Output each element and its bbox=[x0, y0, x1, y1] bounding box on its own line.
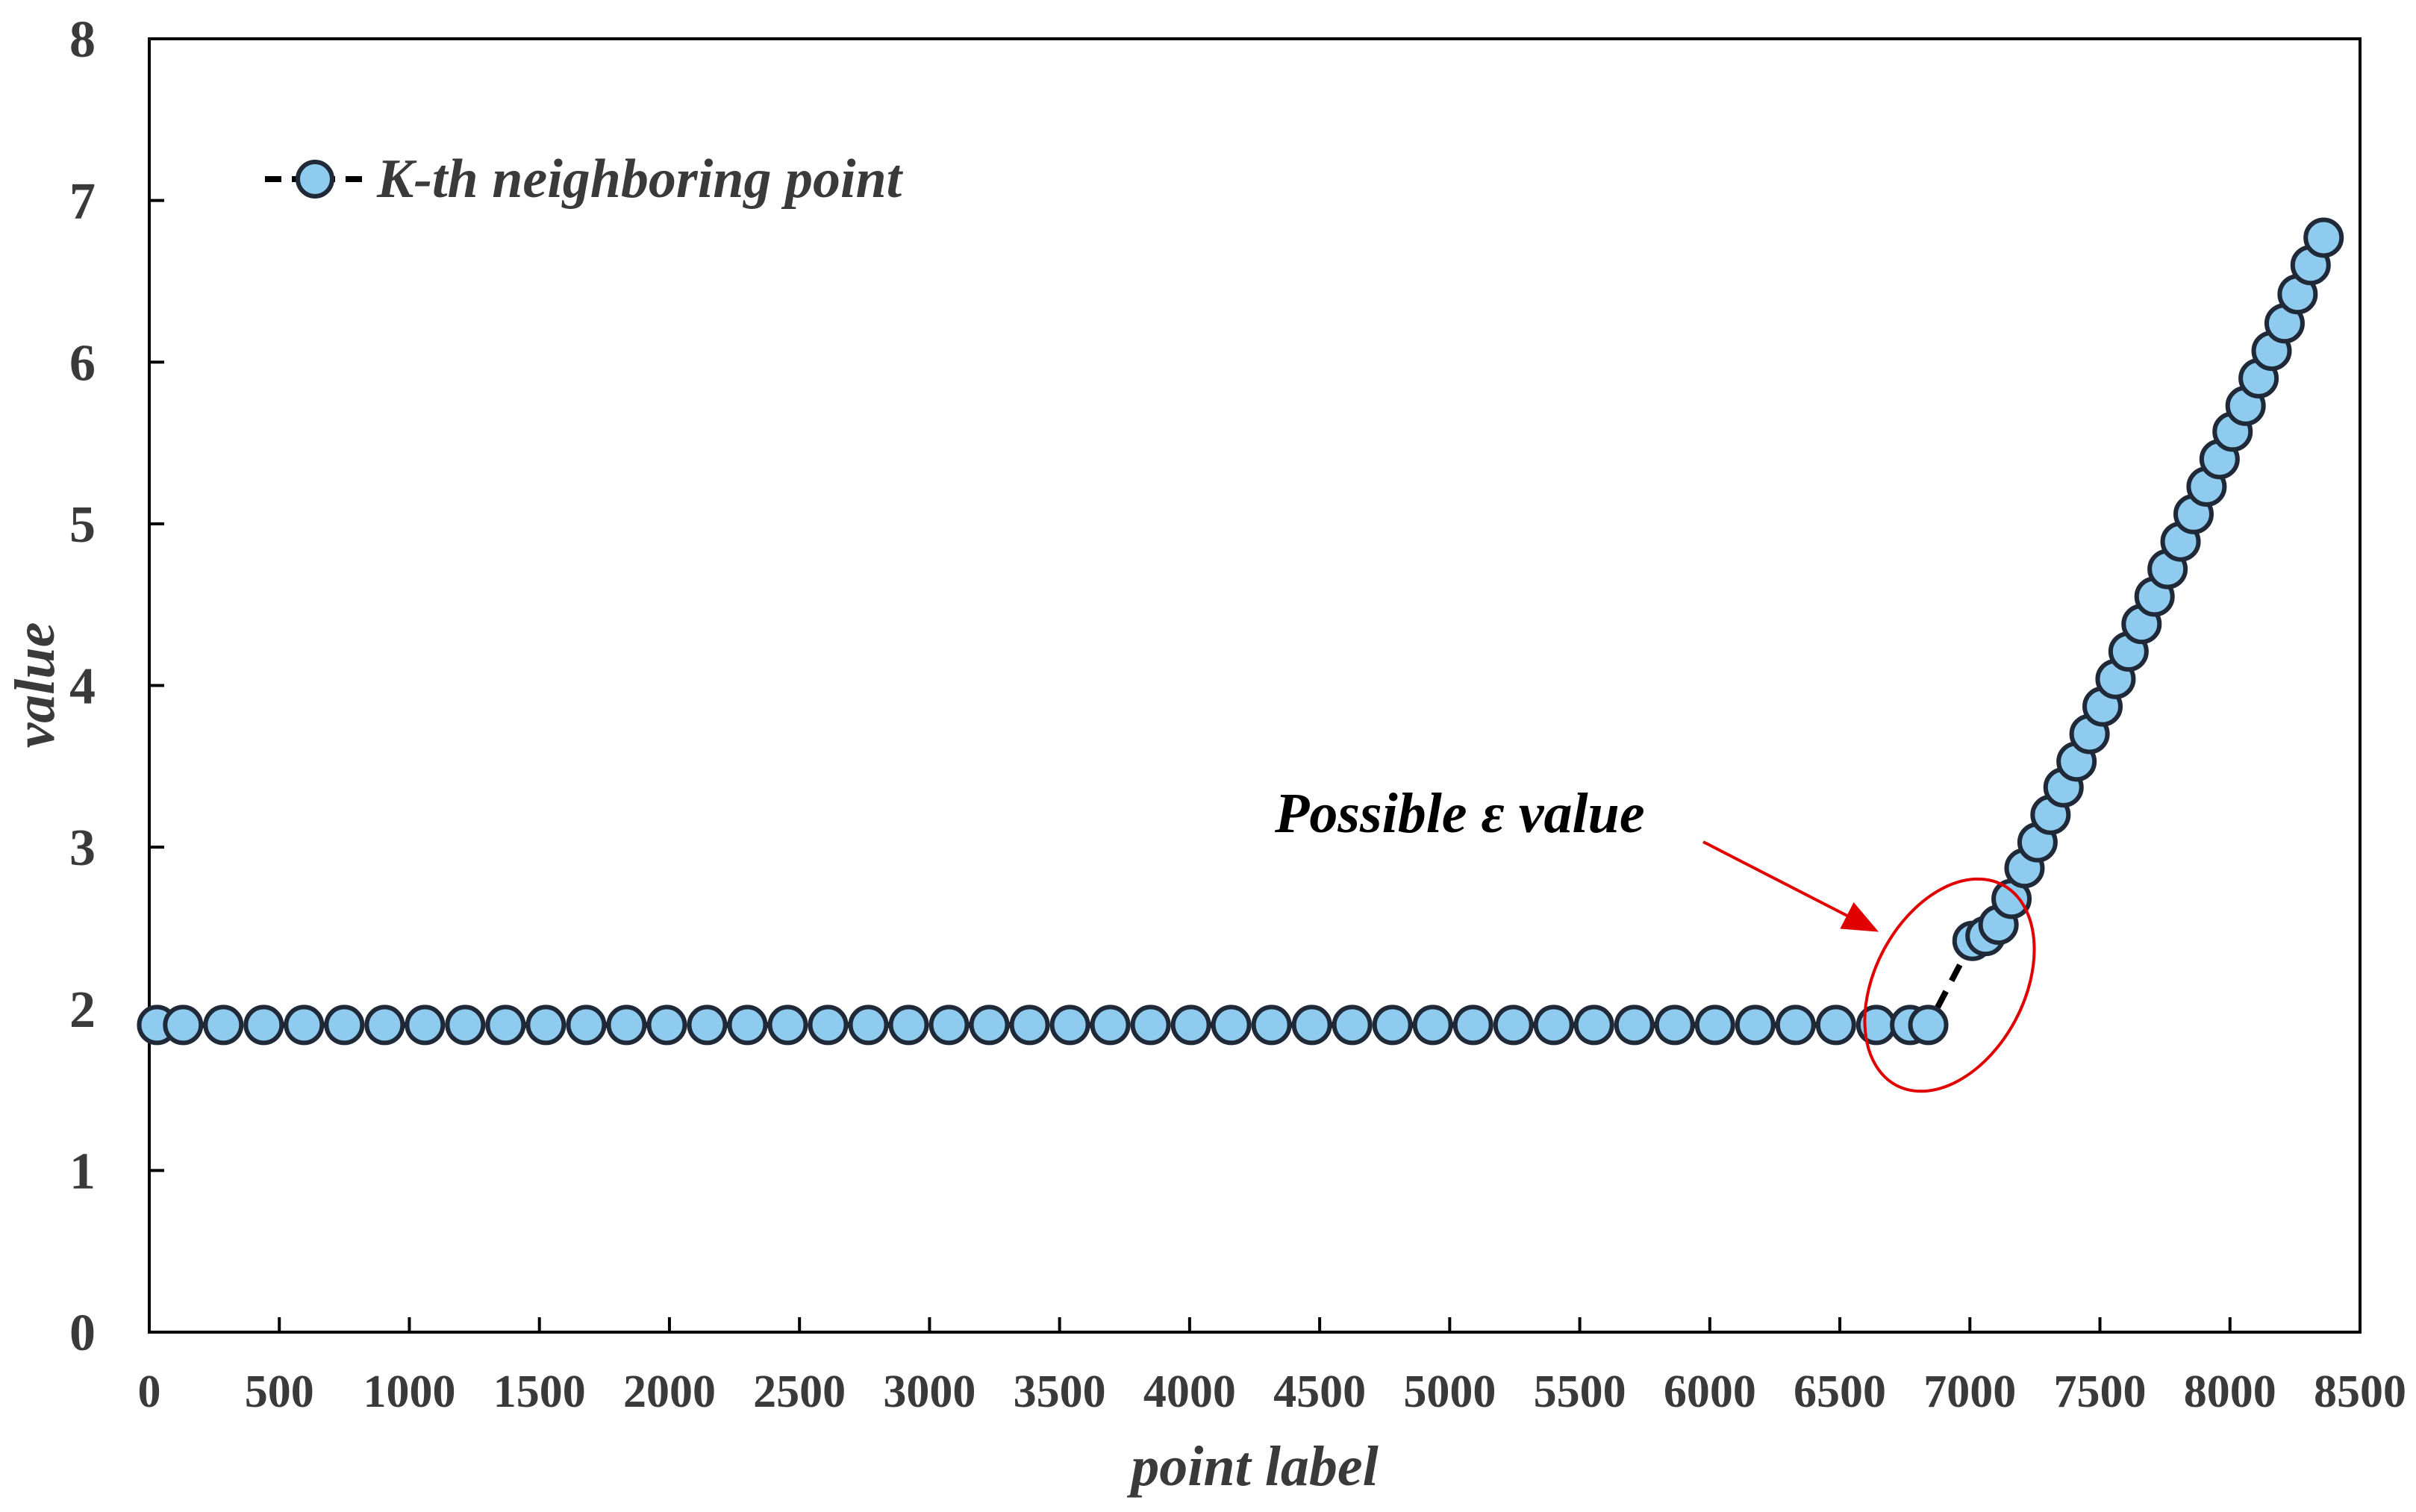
x-tick-label: 3000 bbox=[883, 1366, 976, 1417]
y-tick-label: 3 bbox=[69, 819, 96, 877]
data-point bbox=[969, 1005, 1010, 1046]
x-tick-label: 1000 bbox=[363, 1366, 455, 1417]
x-tick-label: 500 bbox=[245, 1366, 314, 1417]
data-point bbox=[1493, 1005, 1534, 1046]
y-tick-label: 2 bbox=[69, 981, 96, 1039]
data-point bbox=[1452, 1005, 1493, 1046]
data-point bbox=[243, 1005, 284, 1046]
data-point bbox=[1170, 1005, 1211, 1046]
x-tick-label: 4000 bbox=[1143, 1366, 1236, 1417]
data-point bbox=[646, 1005, 687, 1046]
data-point bbox=[1533, 1005, 1574, 1046]
data-point bbox=[485, 1005, 526, 1046]
data-point bbox=[1735, 1005, 1776, 1046]
data-point bbox=[525, 1005, 566, 1046]
x-tick-label: 5500 bbox=[1534, 1366, 1626, 1417]
x-tick-label: 4500 bbox=[1273, 1366, 1366, 1417]
y-axis-title: value bbox=[4, 622, 66, 749]
y-tick-label: 5 bbox=[69, 496, 96, 554]
data-point bbox=[364, 1005, 405, 1046]
data-point bbox=[1908, 1005, 1949, 1046]
x-tick-label: 8000 bbox=[2184, 1366, 2276, 1417]
legend: K-th neighboring point bbox=[265, 149, 904, 210]
data-point bbox=[1130, 1005, 1171, 1046]
x-tick-label: 6500 bbox=[1794, 1366, 1886, 1417]
data-point bbox=[1009, 1005, 1050, 1046]
data-point bbox=[203, 1005, 244, 1046]
annotation-ellipse bbox=[1863, 877, 2036, 1093]
x-tick-label: 3500 bbox=[1014, 1366, 1106, 1417]
x-tick-label: 7500 bbox=[2054, 1366, 2147, 1417]
data-point bbox=[1573, 1005, 1614, 1046]
x-tick-label: 5000 bbox=[1403, 1366, 1496, 1417]
data-point bbox=[445, 1005, 486, 1046]
data-point bbox=[1412, 1005, 1453, 1046]
legend-marker-swatch bbox=[296, 160, 334, 199]
data-point bbox=[163, 1005, 204, 1046]
data-point bbox=[1291, 1005, 1332, 1046]
x-tick-label: 0 bbox=[138, 1366, 161, 1417]
data-point bbox=[727, 1005, 768, 1046]
y-tick-label: 4 bbox=[69, 658, 96, 716]
data-point bbox=[1211, 1005, 1252, 1046]
annotation-label: Possible ε value bbox=[1274, 782, 1645, 845]
data-point bbox=[888, 1005, 929, 1046]
x-tick-label: 2500 bbox=[753, 1366, 846, 1417]
data-point bbox=[606, 1005, 647, 1046]
data-point bbox=[284, 1005, 325, 1046]
x-axis-title: point label bbox=[1126, 1435, 1378, 1498]
data-point bbox=[1775, 1005, 1816, 1046]
data-point bbox=[808, 1005, 849, 1046]
data-point bbox=[1049, 1005, 1090, 1046]
y-tick-label: 1 bbox=[69, 1143, 96, 1200]
y-axis-ticks: 0 1 2 3 4 5 6 7 8 bbox=[69, 11, 164, 1362]
y-tick-label: 7 bbox=[69, 173, 96, 231]
annotation-arrow bbox=[1702, 840, 1879, 932]
data-point bbox=[1654, 1005, 1695, 1046]
y-tick-label: 6 bbox=[69, 334, 96, 392]
x-axis-ticks: 0 500 1000 1500 2000 2500 3000 3500 4000 4500 5000… bbox=[138, 1317, 2406, 1417]
data-point bbox=[2303, 217, 2344, 258]
x-tick-label: 6000 bbox=[1664, 1366, 1756, 1417]
data-point bbox=[324, 1005, 365, 1046]
x-tick-label: 1500 bbox=[493, 1366, 586, 1417]
annotation: Possible ε value bbox=[1274, 782, 2036, 1093]
data-point bbox=[1332, 1005, 1373, 1046]
data-point bbox=[767, 1005, 808, 1046]
data-point bbox=[928, 1005, 970, 1046]
data-point bbox=[566, 1005, 607, 1046]
y-tick-label: 0 bbox=[69, 1305, 96, 1362]
data-point bbox=[1372, 1005, 1413, 1046]
data-point bbox=[1090, 1005, 1131, 1046]
data-point bbox=[848, 1005, 889, 1046]
data-point bbox=[405, 1005, 446, 1046]
plot-area bbox=[148, 37, 2362, 1334]
data-point bbox=[687, 1005, 728, 1046]
data-point bbox=[1694, 1005, 1735, 1046]
x-tick-label: 8500 bbox=[2314, 1366, 2406, 1417]
data-point bbox=[1815, 1005, 1856, 1046]
x-tick-label: 7000 bbox=[1923, 1366, 2016, 1417]
legend-label: K-th neighboring point bbox=[376, 149, 904, 210]
data-point bbox=[1251, 1005, 1292, 1046]
y-tick-label: 8 bbox=[69, 11, 96, 69]
series-points-group bbox=[137, 217, 2344, 1046]
x-tick-label: 2000 bbox=[623, 1366, 716, 1417]
data-point bbox=[1614, 1005, 1655, 1046]
